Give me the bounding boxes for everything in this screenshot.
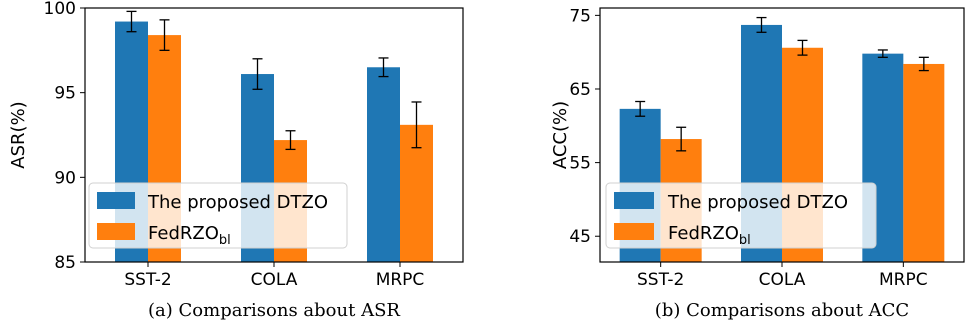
- acc-y-tick-label: 75: [569, 6, 591, 26]
- acc-error-bar-fedrzo-sst-2: [676, 126, 687, 152]
- asr-legend-label-dtzo: The proposed DTZO: [147, 192, 328, 213]
- acc-y-ticks: 45 55 65 75: [569, 6, 600, 247]
- acc-error-bar-dtzo-sst-2: [635, 100, 646, 117]
- acc-x-tick-label: COLA: [759, 270, 806, 290]
- asr-y-ticks: 85 90 95 100: [44, 0, 85, 273]
- acc-legend-box: [605, 182, 877, 249]
- asr-error-bar-fedrzo-sst-2: [159, 19, 170, 51]
- asr-error-bars: [126, 10, 422, 151]
- acc-x-ticks: SST-2 COLA MRPC: [637, 262, 928, 290]
- asr-y-tick-label: 85: [54, 253, 76, 273]
- asr-bar-dtzo-mrpc: [367, 67, 400, 263]
- asr-x-tick-label: MRPC: [376, 270, 425, 290]
- acc-plot-frame: [599, 7, 965, 263]
- asr-error-bar-dtzo-sst-2: [126, 10, 137, 33]
- asr-y-tick-label: 100: [44, 0, 76, 19]
- acc-legend-swatch-fedrzo: [614, 223, 654, 240]
- acc-bar-fedrzo-mrpc: [903, 63, 945, 262]
- acc-error-bars: [635, 16, 929, 152]
- asr-legend-swatch-fedrzo: [97, 223, 135, 240]
- asr-y-tick-label: 90: [54, 168, 76, 188]
- acc-legend: The proposed DTZO FedRZObl: [605, 182, 877, 249]
- asr-error-bar-dtzo-mrpc: [378, 57, 389, 78]
- asr-legend-label-fedrzo: FedRZObl: [148, 223, 231, 248]
- acc-y-tick-label: 65: [569, 80, 591, 100]
- asr-x-tick-label: COLA: [251, 270, 298, 290]
- acc-x-tick-label: SST-2: [637, 270, 684, 290]
- asr-y-tick-label: 95: [54, 84, 76, 104]
- acc-legend-label-fedrzo: FedRZObl: [668, 223, 751, 248]
- asr-chart: 85 90 95 100 SST-2 COLA MRPC ASR(%) The propo…: [8, 0, 464, 321]
- acc-error-bar-fedrzo-cola: [797, 39, 808, 56]
- asr-plot-frame: [84, 7, 464, 263]
- asr-caption: (a) Comparisons about ASR: [148, 300, 400, 321]
- asr-legend-box: [88, 182, 348, 249]
- acc-y-axis-label: ACC(%): [550, 101, 571, 169]
- acc-error-bar-dtzo-cola: [756, 16, 767, 33]
- acc-error-bar-dtzo-mrpc: [877, 49, 888, 58]
- asr-error-bar-fedrzo-cola: [285, 130, 296, 151]
- acc-error-bar-fedrzo-mrpc: [918, 56, 929, 72]
- asr-error-bar-dtzo-cola: [252, 58, 263, 90]
- asr-legend: The proposed DTZO FedRZObl: [88, 182, 348, 249]
- asr-error-bar-fedrzo-mrpc: [411, 101, 422, 149]
- asr-y-axis-label: ASR(%): [8, 101, 29, 168]
- asr-legend-swatch-dtzo: [97, 192, 135, 209]
- asr-bars: [115, 21, 433, 263]
- acc-y-tick-label: 55: [569, 154, 591, 174]
- asr-x-tick-label: SST-2: [124, 270, 171, 290]
- acc-legend-label-dtzo: The proposed DTZO: [667, 192, 848, 213]
- acc-caption: (b) Comparisons about ACC: [655, 300, 909, 321]
- acc-y-tick-label: 45: [569, 227, 591, 247]
- asr-x-ticks: SST-2 COLA MRPC: [124, 262, 424, 290]
- acc-x-tick-label: MRPC: [879, 270, 928, 290]
- acc-legend-swatch-dtzo: [614, 192, 654, 209]
- acc-chart: 45 55 65 75 SST-2 COLA MRPC ACC(%) The propos…: [550, 6, 965, 321]
